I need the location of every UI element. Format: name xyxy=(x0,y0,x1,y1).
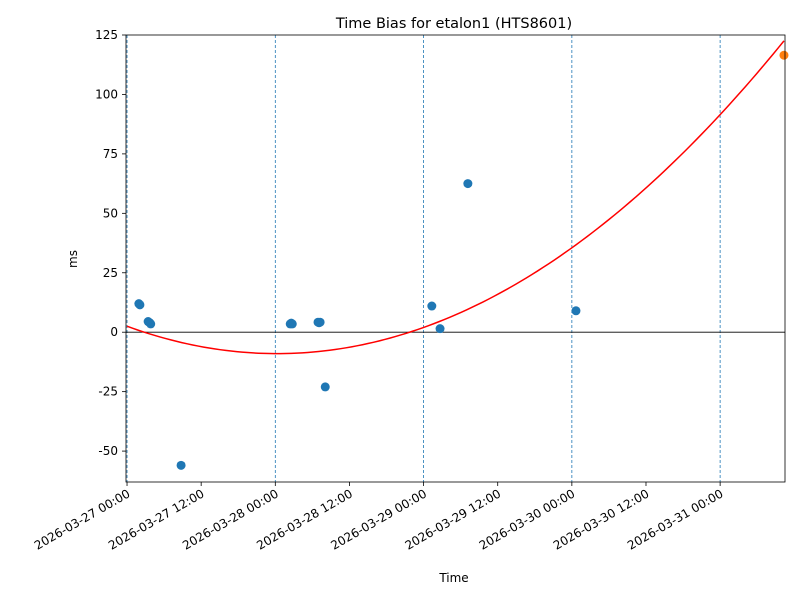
y-tick-label: -25 xyxy=(98,385,118,399)
data-point xyxy=(320,382,330,392)
chart-title: Time Bias for etalon1 (HTS8601) xyxy=(335,16,572,32)
data-point xyxy=(435,324,445,334)
x-axis-label: Time xyxy=(438,571,468,585)
data-point xyxy=(135,300,145,310)
y-axis-label: ms xyxy=(66,250,80,268)
y-tick-label: 75 xyxy=(103,147,118,161)
y-tick-label: 25 xyxy=(103,266,118,280)
data-point xyxy=(315,317,325,327)
data-point xyxy=(146,319,156,329)
fit-curve xyxy=(126,40,785,355)
y-tick-label: -50 xyxy=(98,444,118,458)
plot-area xyxy=(126,35,789,482)
y-tick-label: 50 xyxy=(103,206,118,220)
prediction-point xyxy=(779,50,789,60)
axes-frame xyxy=(125,34,786,483)
y-tick-label: 0 xyxy=(110,325,118,339)
data-point xyxy=(287,319,297,329)
data-point xyxy=(176,460,186,470)
y-tick-label: 125 xyxy=(95,28,118,42)
data-point xyxy=(463,179,473,189)
data-point xyxy=(571,306,581,316)
data-point xyxy=(427,301,437,311)
y-tick-label: 100 xyxy=(95,87,118,101)
